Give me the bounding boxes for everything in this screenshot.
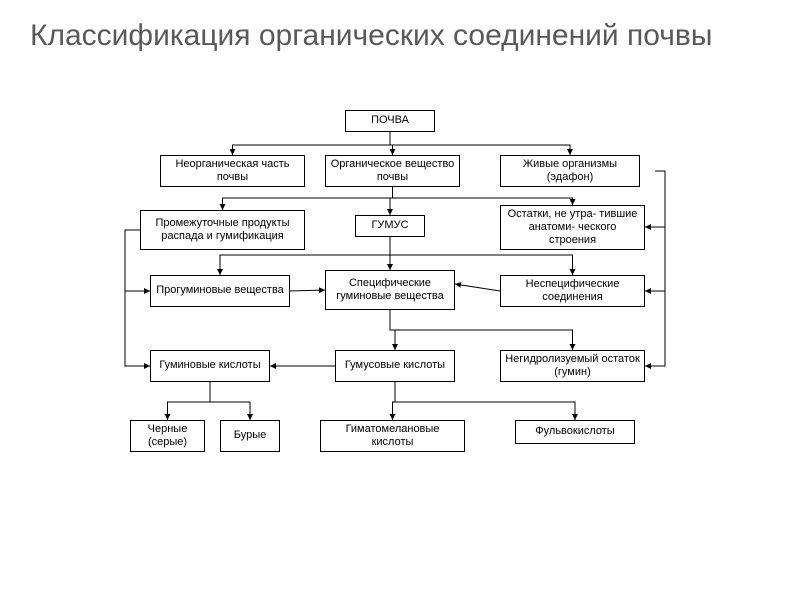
edge: [645, 291, 665, 366]
edge: [455, 284, 500, 291]
edge: [210, 382, 250, 420]
node-remains: Остатки, не утра- тившие анатоми- ческог…: [500, 205, 645, 250]
edge: [645, 227, 665, 291]
node-soil: ПОЧВА: [345, 110, 435, 132]
edge: [390, 132, 393, 155]
edge: [393, 187, 573, 205]
edge: [390, 310, 573, 350]
edge: [645, 171, 665, 227]
edge: [233, 132, 391, 155]
edge: [168, 382, 211, 420]
node-org: Органическое вещество почвы: [325, 155, 460, 187]
node-humacids: Гумусовые кислоты: [335, 350, 455, 382]
node-fulvo: Фульвокислоты: [515, 420, 635, 444]
node-nonhydr: Негидролизуемый остаток (гумин): [500, 350, 645, 382]
edge: [390, 187, 393, 215]
node-brown: Бурые: [220, 420, 280, 452]
edge: [125, 291, 150, 366]
node-himat: Гиматомелановые кислоты: [320, 420, 465, 452]
node-humus: ГУМУС: [355, 215, 425, 237]
edge: [393, 382, 396, 420]
edge: [390, 310, 395, 350]
page-title: Классификация органических соединений по…: [30, 18, 712, 54]
node-specific: Специфические гуминовые вещества: [325, 270, 455, 310]
node-huminic: Гуминовые кислоты: [150, 350, 270, 382]
node-nonspec: Неспецифические соединения: [500, 275, 645, 307]
node-inter: Промежуточные продукты распада и гумифик…: [140, 210, 305, 250]
edge: [395, 382, 575, 420]
edge: [223, 187, 393, 210]
flowchart: ПОЧВА Неорганическая часть почвы Органичес…: [100, 110, 690, 570]
edge: [390, 132, 570, 155]
node-inorg: Неорганическая часть почвы: [160, 155, 305, 187]
node-living: Живые организмы (эдафон): [500, 155, 640, 187]
node-prohum: Прогуминовые вещества: [150, 275, 290, 307]
node-black: Черные (серые): [130, 420, 205, 452]
edge: [290, 290, 325, 291]
